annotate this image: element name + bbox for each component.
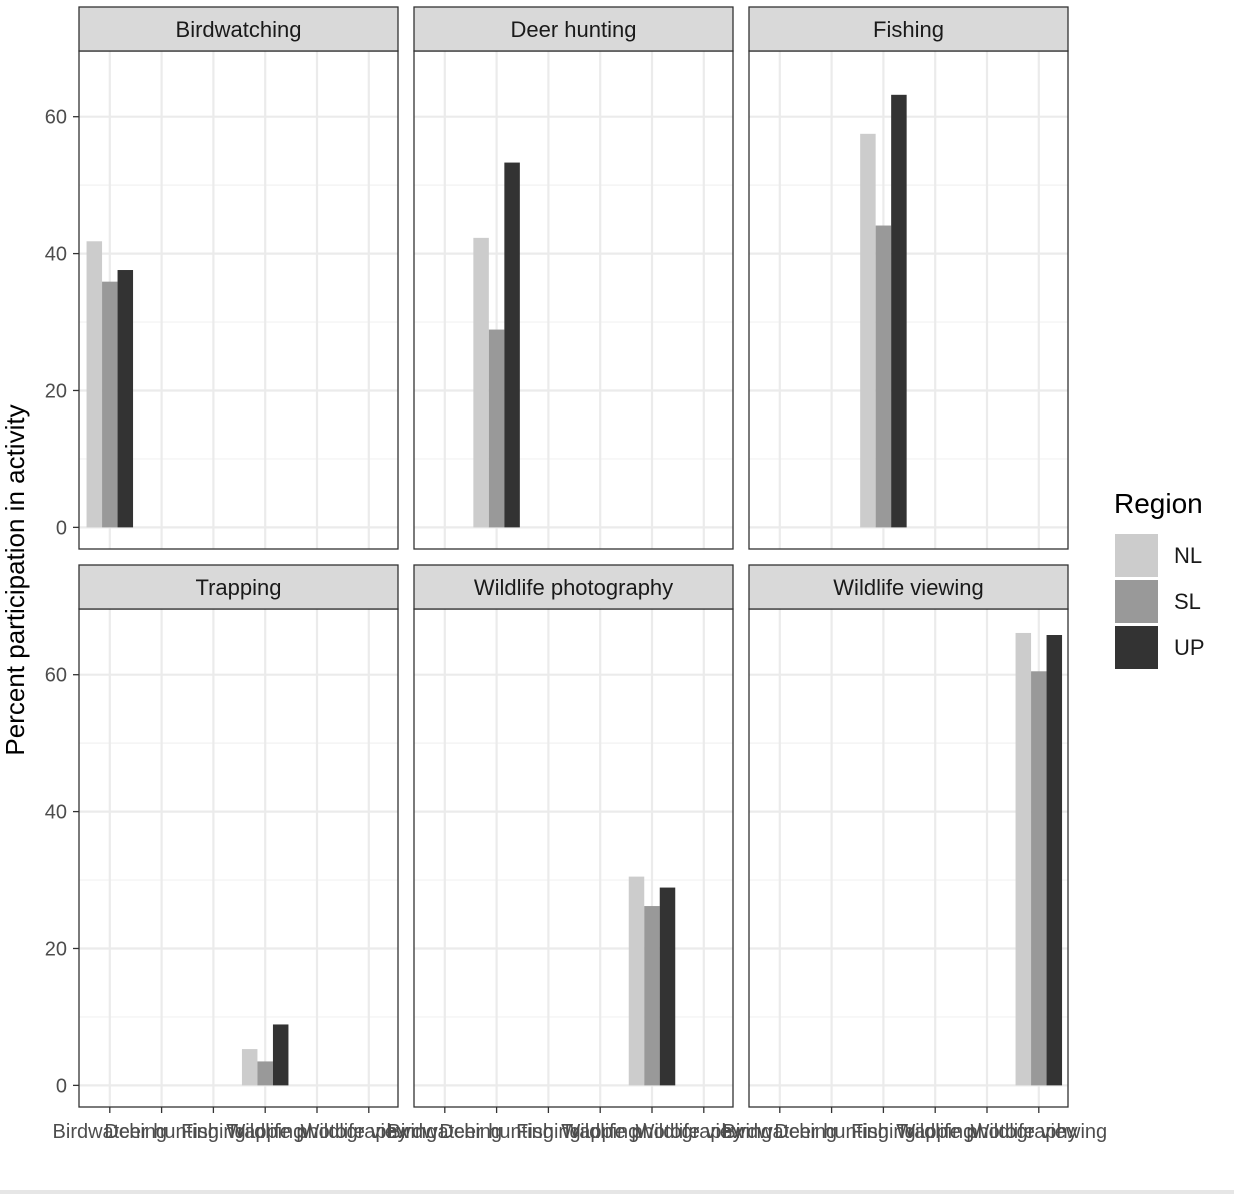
facet-strip xyxy=(748,564,1069,610)
y-tick-label: 20 xyxy=(45,380,67,402)
bar-up xyxy=(504,162,520,528)
x-tick-label: Wildlife photography xyxy=(226,1121,407,1143)
x-tick-label: Wildlife photography xyxy=(896,1121,1077,1143)
bar-nl xyxy=(628,876,645,1086)
bar-nl xyxy=(860,133,876,528)
bar-up xyxy=(272,1024,289,1086)
facet-strip-label: Wildlife viewing xyxy=(833,575,983,600)
legend-label-nl: NL xyxy=(1174,543,1202,568)
x-tick-label: Trapping xyxy=(226,1121,304,1143)
x-tick-label: Trapping xyxy=(561,1121,639,1143)
bar-nl xyxy=(86,241,103,528)
panel-background xyxy=(79,609,398,1107)
facet-strip-label: Trapping xyxy=(195,575,281,600)
facet-strip xyxy=(78,564,399,610)
facet-strip-label: Birdwatching xyxy=(176,17,302,42)
facet-strip xyxy=(78,6,399,52)
bar-sl xyxy=(257,1061,273,1086)
x-tick-label: Fishing xyxy=(181,1121,245,1143)
bar-nl xyxy=(241,1049,258,1086)
bar-up xyxy=(1046,635,1063,1086)
facet-strip-label: Deer hunting xyxy=(511,17,637,42)
facet-panel: Fishing xyxy=(748,6,1069,550)
facet-panel: Birdwatching 0 20 40 60 xyxy=(45,6,399,550)
y-tick-label: 60 xyxy=(45,665,67,687)
facet-panel: Wildlife photography xyxy=(413,564,734,1113)
y-tick-label: 40 xyxy=(45,802,67,824)
bar-sl xyxy=(488,329,505,528)
bar-nl xyxy=(1015,632,1032,1086)
panel-background xyxy=(414,609,733,1107)
x-tick-label: Deer hunting xyxy=(104,1121,219,1143)
x-tick-label: Fishing xyxy=(516,1121,580,1143)
y-axis-title: Percent participation in activity xyxy=(0,404,30,755)
legend: Region NL SL UP xyxy=(1114,488,1205,669)
x-tick-label: Wildlife viewing xyxy=(970,1121,1107,1143)
facet-strip-label: Fishing xyxy=(873,17,944,42)
facet-strip xyxy=(413,6,734,52)
panel-background xyxy=(414,51,733,549)
x-tick-label: Wildlife viewing xyxy=(635,1121,772,1143)
x-tick-label: Wildlife photography xyxy=(561,1121,742,1143)
legend-key-nl xyxy=(1115,534,1158,577)
y-tick-label: 40 xyxy=(45,244,67,266)
y-tick-label: 0 xyxy=(56,517,67,539)
x-tick-label: Deer hunting xyxy=(439,1121,554,1143)
x-tick-label: Birdwatching xyxy=(723,1121,838,1143)
y-tick-label: 60 xyxy=(45,107,67,129)
x-tick-label: Deer hunting xyxy=(774,1121,889,1143)
x-tick-label: Fishing xyxy=(851,1121,915,1143)
facet-panel: Wildlife viewing xyxy=(748,564,1069,1113)
y-tick-label: 20 xyxy=(45,938,67,960)
legend-label-sl: SL xyxy=(1174,589,1201,614)
legend-key-up xyxy=(1115,626,1158,669)
bar-up xyxy=(117,270,134,528)
bar-up xyxy=(891,94,907,528)
x-tick-label: Birdwatching xyxy=(388,1121,503,1143)
y-tick-label: 0 xyxy=(56,1075,67,1097)
bar-up xyxy=(659,887,676,1086)
panel-background xyxy=(749,609,1068,1107)
facet-strip-label: Wildlife photography xyxy=(474,575,673,600)
facet-strip xyxy=(413,564,734,610)
panel-background xyxy=(749,51,1068,549)
bottom-divider xyxy=(0,1190,1234,1194)
legend-label-up: UP xyxy=(1174,635,1205,660)
bar-sl xyxy=(644,906,660,1086)
facet-panel: Deer hunting xyxy=(413,6,734,550)
bar-sl xyxy=(1031,671,1047,1086)
legend-title: Region xyxy=(1114,488,1203,519)
x-tick-label: Trapping xyxy=(896,1121,974,1143)
bar-nl xyxy=(473,237,489,528)
facet-panel: Trapping 0 20 40 60 xyxy=(45,564,399,1113)
legend-key-sl xyxy=(1115,580,1158,623)
facet-strip xyxy=(748,6,1069,52)
x-tick-label: Birdwatching xyxy=(53,1121,168,1143)
x-tick-label: Wildlife viewing xyxy=(300,1121,437,1143)
bar-sl xyxy=(875,225,892,528)
bar-sl xyxy=(102,281,118,528)
panels-layer: Birdwatching 0 20 40 60 Deer hunting Fishing Tr… xyxy=(45,6,1069,1113)
